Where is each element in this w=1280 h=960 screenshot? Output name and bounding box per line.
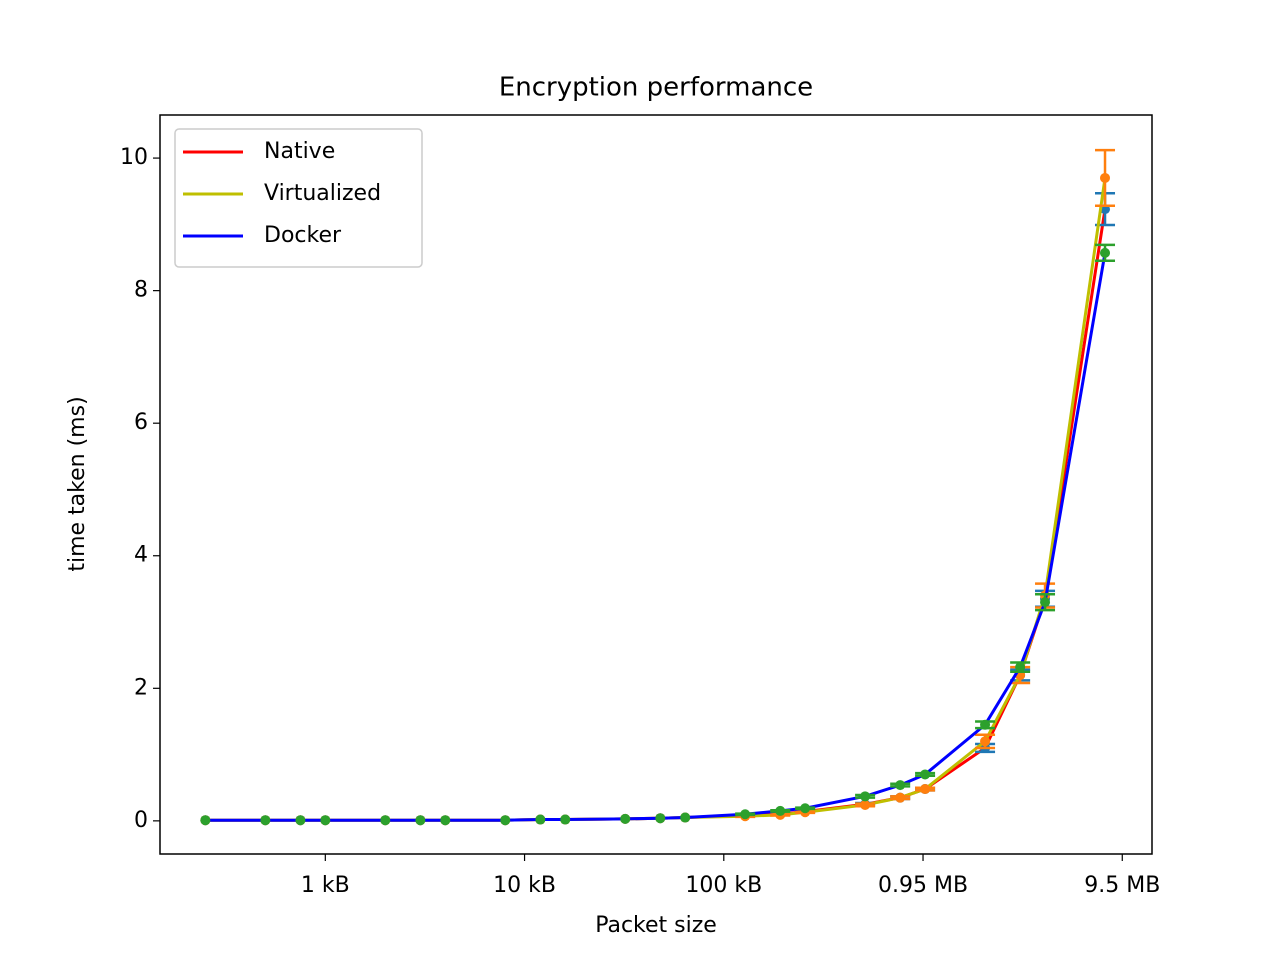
point bbox=[860, 791, 871, 802]
point bbox=[920, 769, 931, 780]
plot-frame bbox=[159, 114, 1153, 855]
point bbox=[320, 815, 331, 826]
point bbox=[980, 719, 991, 730]
y-axis-label: time taken (ms) bbox=[65, 396, 90, 571]
point bbox=[560, 814, 571, 825]
y-tick-label: 0 bbox=[134, 808, 148, 833]
point bbox=[1100, 172, 1111, 183]
point bbox=[680, 812, 691, 823]
legend-box bbox=[174, 128, 423, 268]
y-tick-label: 8 bbox=[134, 278, 148, 303]
x-tick-label: 0.95 MB bbox=[878, 873, 968, 898]
x-tick-label: 1 kB bbox=[301, 873, 350, 898]
legend-label: Virtualized bbox=[264, 181, 381, 206]
y-tick-label: 4 bbox=[134, 543, 148, 568]
chart-title: Encryption performance bbox=[499, 73, 813, 103]
point bbox=[380, 815, 391, 826]
legend-label: Native bbox=[264, 139, 335, 164]
point bbox=[775, 805, 786, 816]
point bbox=[1015, 662, 1026, 673]
point bbox=[740, 809, 751, 820]
point bbox=[980, 736, 991, 747]
point bbox=[260, 815, 271, 826]
y-tick-label: 6 bbox=[134, 410, 148, 435]
y-tick-label: 2 bbox=[134, 675, 148, 700]
x-tick-label: 10 kB bbox=[493, 873, 556, 898]
legend-label: Docker bbox=[264, 223, 342, 248]
point bbox=[1040, 597, 1051, 608]
point bbox=[800, 803, 811, 814]
x-tick-label: 9.5 MB bbox=[1084, 873, 1160, 898]
point bbox=[200, 815, 211, 826]
point bbox=[440, 815, 451, 826]
point bbox=[655, 813, 666, 824]
point bbox=[895, 792, 906, 803]
point bbox=[1100, 247, 1111, 258]
point bbox=[535, 814, 546, 825]
point bbox=[920, 784, 931, 795]
point bbox=[500, 815, 511, 826]
point bbox=[295, 815, 306, 826]
point bbox=[620, 813, 631, 824]
x-axis-label: Packet size bbox=[595, 913, 717, 938]
point bbox=[415, 815, 426, 826]
y-tick-label: 10 bbox=[120, 145, 148, 170]
point bbox=[895, 780, 906, 791]
x-tick-label: 100 kB bbox=[685, 873, 762, 898]
point bbox=[860, 799, 871, 810]
